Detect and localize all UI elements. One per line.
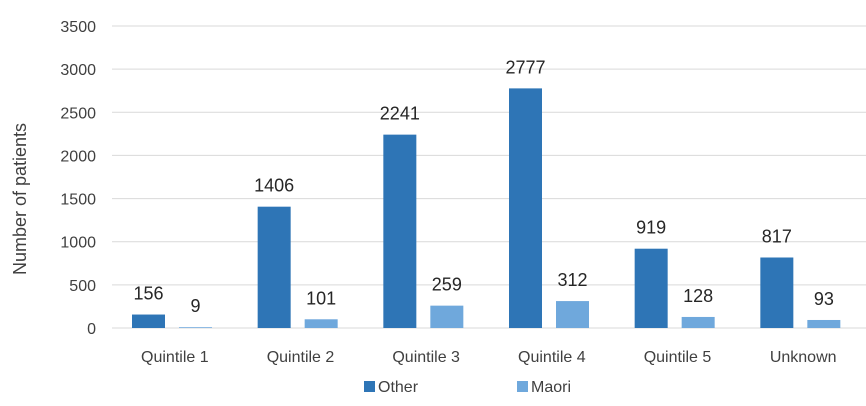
x-category-label: Quintile 2 bbox=[267, 349, 335, 366]
y-tick-label: 2500 bbox=[60, 105, 96, 122]
x-category-label: Unknown bbox=[770, 349, 837, 366]
data-label: 919 bbox=[636, 218, 666, 238]
x-category-label: Quintile 4 bbox=[518, 349, 586, 366]
y-tick-label: 3000 bbox=[60, 62, 96, 79]
data-label: 128 bbox=[683, 286, 713, 306]
legend: Other Maori bbox=[364, 379, 571, 396]
data-label: 156 bbox=[133, 284, 163, 304]
bar-other-quintile-3 bbox=[383, 134, 417, 328]
data-label: 93 bbox=[814, 289, 834, 309]
y-axis-title: Number of patients bbox=[10, 123, 30, 275]
grid-layer bbox=[112, 25, 866, 329]
x-category-label: Quintile 1 bbox=[141, 349, 209, 366]
bar-maori-unknown bbox=[807, 319, 841, 328]
data-label: 1406 bbox=[254, 176, 294, 196]
y-tick-label: 3500 bbox=[60, 19, 96, 36]
x-axis-categories: Quintile 1 Quintile 2 Quintile 3 Quintile 4… bbox=[141, 349, 836, 366]
legend-swatch-maori bbox=[517, 381, 528, 392]
y-tick-label: 500 bbox=[69, 278, 96, 295]
bar-maori-quintile-4 bbox=[556, 301, 589, 328]
data-label: 817 bbox=[762, 227, 792, 247]
data-labels-layer: 156 9 1406 101 2241 259 2777 312 919 128 817 93 bbox=[133, 57, 833, 316]
data-label: 259 bbox=[432, 275, 462, 295]
data-label: 312 bbox=[557, 270, 587, 290]
bar-other-quintile-4 bbox=[509, 88, 542, 328]
bar-maori-quintile-5 bbox=[681, 316, 715, 328]
data-label: 2241 bbox=[380, 104, 420, 124]
data-label: 9 bbox=[190, 296, 200, 316]
bars-layer bbox=[132, 88, 841, 328]
bar-maori-quintile-2 bbox=[304, 319, 338, 328]
y-tick-label: 2000 bbox=[60, 148, 96, 165]
legend-label-maori: Maori bbox=[531, 379, 571, 396]
data-label: 2777 bbox=[505, 57, 545, 77]
y-tick-label: 0 bbox=[87, 321, 96, 338]
legend-label-other: Other bbox=[378, 379, 419, 396]
y-tick-label: 1500 bbox=[60, 192, 96, 209]
bar-maori-quintile-1 bbox=[179, 327, 212, 328]
bar-maori-quintile-3 bbox=[430, 305, 464, 328]
legend-swatch-other bbox=[364, 381, 375, 392]
x-category-label: Quintile 5 bbox=[644, 349, 712, 366]
bar-other-quintile-5 bbox=[634, 248, 668, 328]
data-label: 101 bbox=[306, 288, 336, 308]
y-axis-ticks: 0 500 1000 1500 2000 2500 3000 3500 bbox=[60, 19, 96, 338]
y-tick-label: 1000 bbox=[60, 235, 96, 252]
x-category-label: Quintile 3 bbox=[392, 349, 460, 366]
bar-other-quintile-1 bbox=[132, 314, 165, 328]
bar-other-quintile-2 bbox=[257, 206, 291, 328]
bar-other-unknown bbox=[760, 257, 794, 328]
